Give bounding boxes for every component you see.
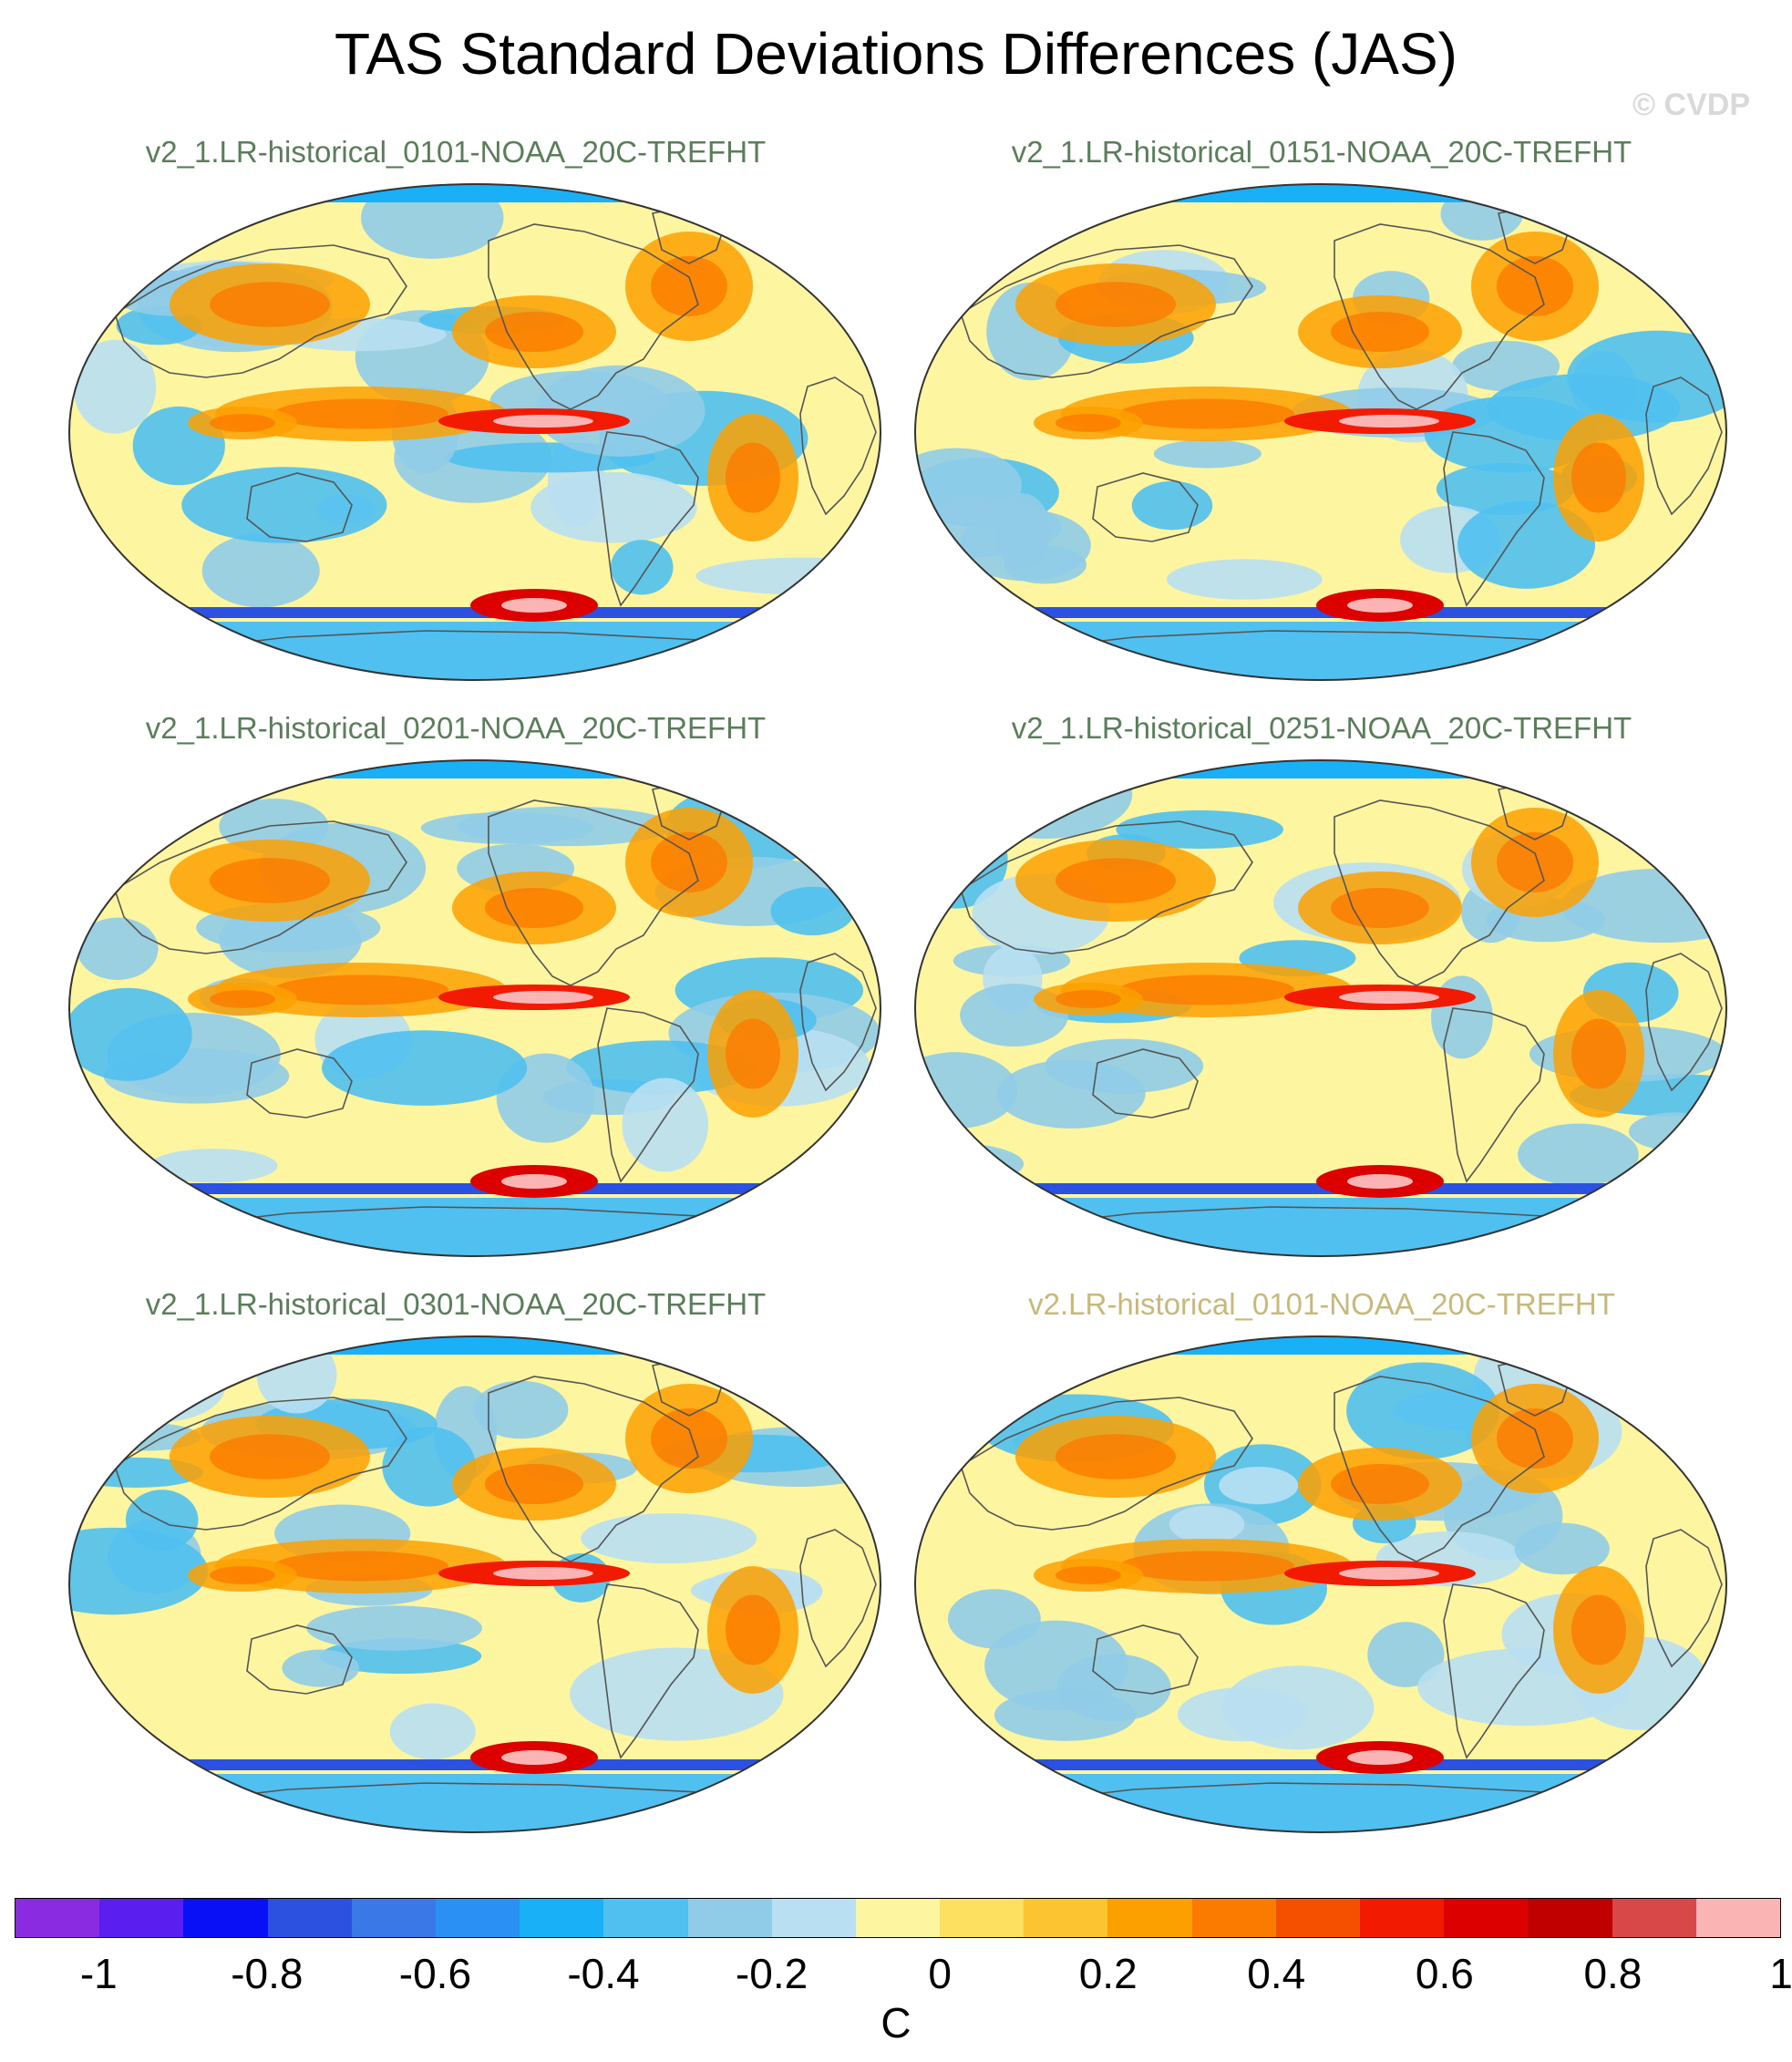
colorbar-tick-label: 1	[1769, 1950, 1792, 1997]
colorbar-swatch	[1360, 1899, 1445, 1937]
colorbar-tick-label: 0	[928, 1950, 952, 1997]
colorbar-swatch	[771, 1899, 856, 1937]
map-panel-4	[914, 759, 1727, 1257]
colorbar-swatch	[687, 1899, 772, 1937]
colorbar-swatch	[1107, 1899, 1192, 1937]
colorbar-tick-label: -0.2	[735, 1950, 808, 1997]
colorbar-swatch	[520, 1899, 604, 1937]
colorbar-swatch	[1275, 1899, 1360, 1937]
colorbar-swatch	[1444, 1899, 1529, 1937]
copyright-watermark: © CVDP	[1632, 88, 1750, 122]
colorbar	[15, 1898, 1781, 1938]
colorbar-swatch	[15, 1899, 100, 1937]
panel-title-1: v2_1.LR-historical_0101-NOAA_20C-TREFHT	[145, 135, 767, 169]
colorbar-swatch	[855, 1899, 941, 1937]
map-panel-1	[68, 183, 881, 681]
colorbar-tick-label: 0.6	[1415, 1950, 1474, 1997]
colorbar-tick-label: 0.4	[1247, 1950, 1306, 1997]
colorbar-tick-label: 0.8	[1583, 1950, 1643, 1997]
colorbar-swatch	[351, 1899, 436, 1937]
colorbar-swatch	[99, 1899, 184, 1937]
map-panel-6	[914, 1335, 1727, 1833]
colorbar-swatch	[183, 1899, 268, 1937]
colorbar-swatch	[1695, 1899, 1780, 1937]
colorbar-tick-label: -0.6	[398, 1950, 472, 1997]
colorbar-swatch	[1024, 1899, 1108, 1937]
panel-title-2: v2_1.LR-historical_0151-NOAA_20C-TREFHT	[1011, 135, 1632, 169]
colorbar-tick-label: 0.2	[1078, 1950, 1138, 1997]
colorbar-swatch	[1191, 1899, 1276, 1937]
colorbar-swatch	[1528, 1899, 1612, 1937]
colorbar-swatch	[603, 1899, 688, 1937]
colorbar-tick-label: -0.8	[231, 1950, 304, 1997]
map-panel-3	[68, 759, 881, 1257]
page-title: TAS Standard Deviations Differences (JAS…	[335, 21, 1457, 87]
colorbar-swatch	[435, 1899, 520, 1937]
colorbar-swatch	[940, 1899, 1025, 1937]
colorbar-swatch	[1612, 1899, 1696, 1937]
panel-title-3: v2_1.LR-historical_0201-NOAA_20C-TREFHT	[145, 711, 767, 745]
colorbar-unit: C	[881, 1999, 911, 2047]
panel-title-6: v2.LR-historical_0101-NOAA_20C-TREFHT	[1028, 1287, 1615, 1321]
panel-title-5: v2_1.LR-historical_0301-NOAA_20C-TREFHT	[145, 1287, 767, 1321]
colorbar-tick-label: -1	[79, 1950, 118, 1997]
colorbar-tick-label: -0.4	[567, 1950, 640, 1997]
map-panel-2	[914, 183, 1727, 681]
panel-title-4: v2_1.LR-historical_0251-NOAA_20C-TREFHT	[1011, 711, 1632, 745]
colorbar-swatch	[267, 1899, 352, 1937]
map-panel-5	[68, 1335, 881, 1833]
